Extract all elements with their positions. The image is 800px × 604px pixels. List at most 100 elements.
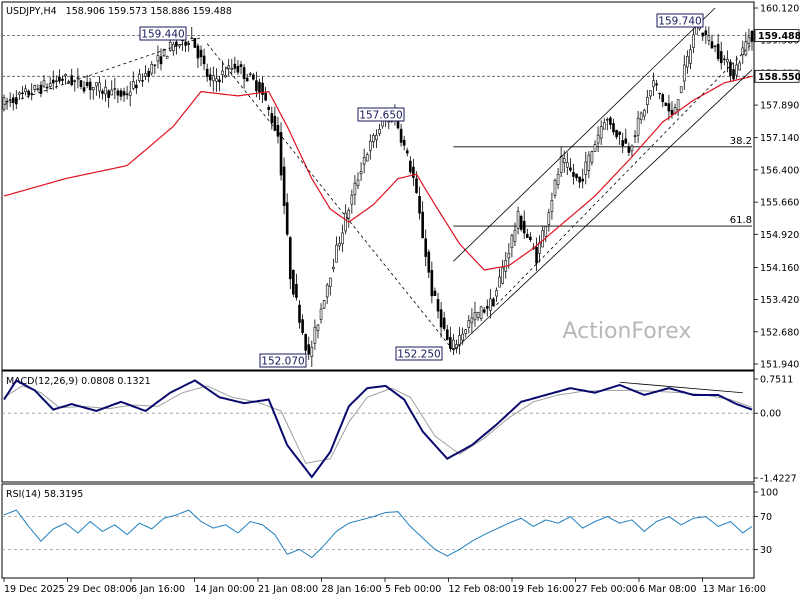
candle-body <box>562 158 566 163</box>
candle-body <box>30 93 34 95</box>
candle-body <box>473 312 477 321</box>
candle-body <box>76 77 80 79</box>
candle-body <box>36 88 40 91</box>
candle-body <box>116 90 120 96</box>
candle-body <box>581 178 584 182</box>
rsi-tick-label: 70 <box>760 512 772 523</box>
candle-body <box>79 80 83 87</box>
candle-body <box>150 63 154 74</box>
candle-body <box>199 49 203 58</box>
candle-body <box>621 140 625 146</box>
candle-body <box>267 107 271 110</box>
candle-body <box>85 82 89 86</box>
candle-body <box>353 182 357 195</box>
candle-body <box>70 75 74 86</box>
ohlc-values: 158.906 159.573 158.886 159.488 <box>66 6 232 17</box>
candle-body <box>227 65 231 69</box>
candle-body <box>510 235 514 248</box>
price-tick-label: 157.890 <box>760 101 799 112</box>
candle-body <box>578 176 581 183</box>
candle-body <box>359 171 363 175</box>
candle-body <box>233 63 237 69</box>
candle-body <box>218 79 221 83</box>
candle-body <box>193 38 197 48</box>
price-annotation: 159.440 <box>139 26 187 41</box>
candle-body <box>507 252 511 259</box>
candle-body <box>686 56 689 68</box>
candle-body <box>307 344 311 355</box>
candle-body <box>248 73 252 75</box>
trend-line <box>453 69 753 351</box>
candle-body <box>670 110 674 115</box>
x-tick-label: 14 Jan 00:00 <box>195 584 255 595</box>
candle-body <box>550 200 554 212</box>
candle-body <box>658 92 661 95</box>
candle-body <box>741 47 745 56</box>
candle-body <box>495 290 498 297</box>
candle-body <box>501 267 504 284</box>
price-tick-label: 157.140 <box>760 133 799 144</box>
rsi-panel-frame <box>1 483 755 579</box>
candle-body <box>125 93 129 96</box>
price-tick-label: 156.400 <box>760 165 799 176</box>
candle-body <box>633 135 637 137</box>
candle-body <box>316 324 320 331</box>
candle-body <box>729 61 732 76</box>
macd-signal-line <box>3 385 753 464</box>
candle-body <box>301 319 304 333</box>
candle-body <box>587 154 591 171</box>
candle-body <box>433 290 437 296</box>
candle-body <box>45 86 49 89</box>
candle-body <box>609 117 612 125</box>
macd-header: MACD(12,26,9) 0.0808 0.1321 <box>6 376 151 387</box>
x-tick-label: 13 Mar 16:00 <box>703 584 766 595</box>
trend-line <box>496 43 753 306</box>
candle-body <box>212 75 215 82</box>
candle-body <box>273 115 277 131</box>
candle-body <box>138 73 141 81</box>
annotation-label: 159.740 <box>658 16 701 28</box>
candle-body <box>489 298 492 311</box>
candle-body <box>479 306 483 319</box>
candle-body <box>692 34 695 48</box>
candle-body <box>288 237 292 280</box>
x-tick-label: 12 Feb 08:00 <box>449 584 511 595</box>
candle-body <box>356 179 360 186</box>
candle-body <box>553 180 557 196</box>
candle-body <box>270 113 274 124</box>
candle-body <box>362 156 366 165</box>
candle-body <box>439 309 443 328</box>
candle-body <box>695 26 698 35</box>
candle-body <box>11 97 15 104</box>
candle-body <box>664 102 668 106</box>
candle-body <box>190 37 194 39</box>
candle-body <box>722 58 726 61</box>
candle-body <box>202 55 206 65</box>
macd-tick-label: -1.4227 <box>760 474 797 485</box>
candle-body <box>261 82 264 95</box>
candle-body <box>516 211 520 229</box>
candle-body <box>541 230 544 248</box>
candle-body <box>159 56 163 65</box>
candle-body <box>652 80 655 88</box>
candle-body <box>141 80 144 82</box>
candle-body <box>615 129 618 138</box>
price-tag-box <box>754 29 800 42</box>
candle-body <box>679 86 683 94</box>
annotation-label: 152.250 <box>397 349 440 361</box>
candle-body <box>168 41 172 51</box>
candle-body <box>322 300 326 309</box>
candle-body <box>449 337 452 349</box>
price-panel-frame <box>1 1 755 371</box>
candle-body <box>738 62 741 71</box>
candle-body <box>630 145 634 152</box>
price-tag-label: 159.488 <box>758 31 800 42</box>
candle-body <box>224 75 227 78</box>
candle-body <box>584 161 588 175</box>
candle-body <box>710 41 714 49</box>
candle-body <box>239 64 243 67</box>
candle-body <box>618 131 621 135</box>
annotation-label: 152.070 <box>261 356 304 368</box>
candle-body <box>707 35 711 41</box>
x-tick-label: 19 Dec 2025 <box>4 584 65 595</box>
